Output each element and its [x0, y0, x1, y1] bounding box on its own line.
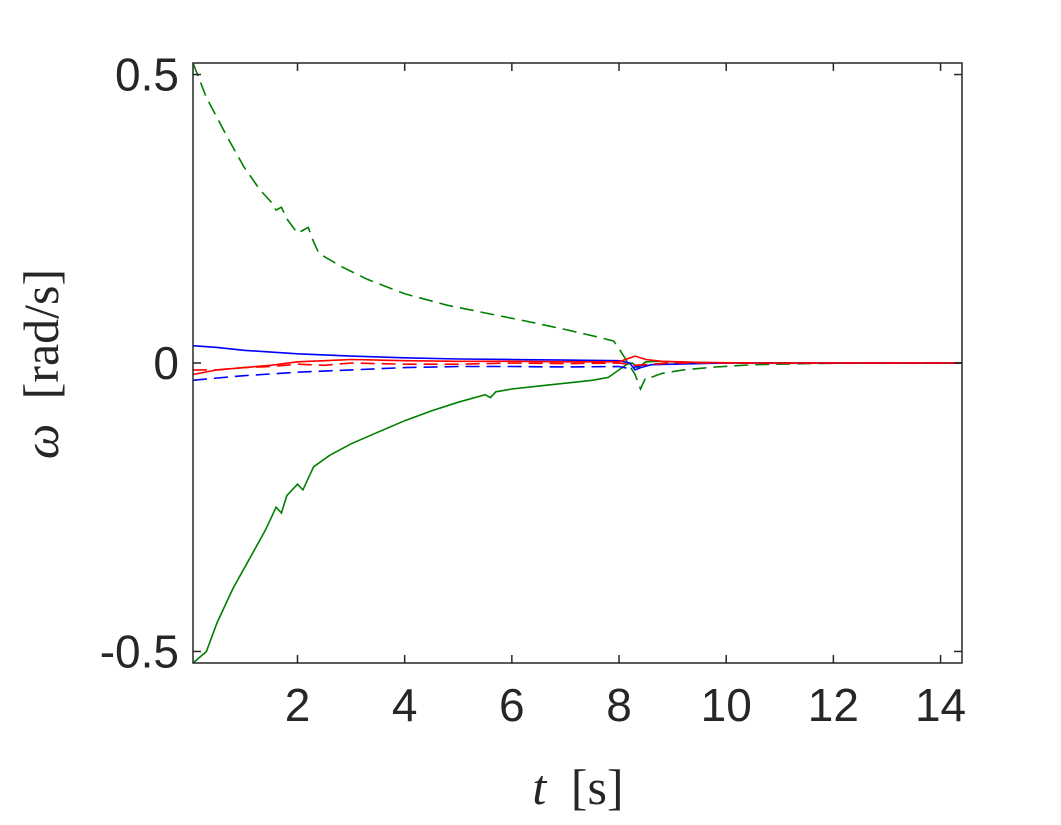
x-tick-label: 12 [808, 679, 859, 731]
y-axis-label-unit: [rad/s] [13, 269, 69, 400]
y-tick-label: -0.5 [100, 625, 179, 677]
x-tick-label: 6 [499, 679, 525, 731]
series-line-6 [193, 362, 962, 371]
x-axis-label-unit: [s] [571, 759, 624, 815]
x-axis: 2 4 6 8 10 12 14 [285, 63, 966, 731]
x-tick-label: 8 [606, 679, 632, 731]
x-tick-label: 4 [392, 679, 418, 731]
x-tick-label: 2 [285, 679, 311, 731]
x-axis-label-var: t [532, 759, 547, 815]
x-axis-label: t [s] [532, 759, 623, 815]
y-axis-label-var: ω [13, 424, 69, 459]
series-line-5 [192, 355, 962, 376]
y-tick-label: 0.5 [115, 49, 179, 101]
y-tick-label: 0 [153, 337, 179, 389]
series-line-3 [192, 344, 962, 371]
series-line-1 [192, 62, 962, 392]
y-axis: -0.5 0 0.5 [100, 49, 962, 677]
x-tick-label: 10 [701, 679, 752, 731]
x-tick-label: 14 [915, 679, 966, 731]
series-layer [192, 62, 962, 664]
series-line-2 [192, 360, 962, 664]
y-axis-label: ω [rad/s] [13, 269, 69, 459]
series-line-4 [192, 362, 962, 382]
